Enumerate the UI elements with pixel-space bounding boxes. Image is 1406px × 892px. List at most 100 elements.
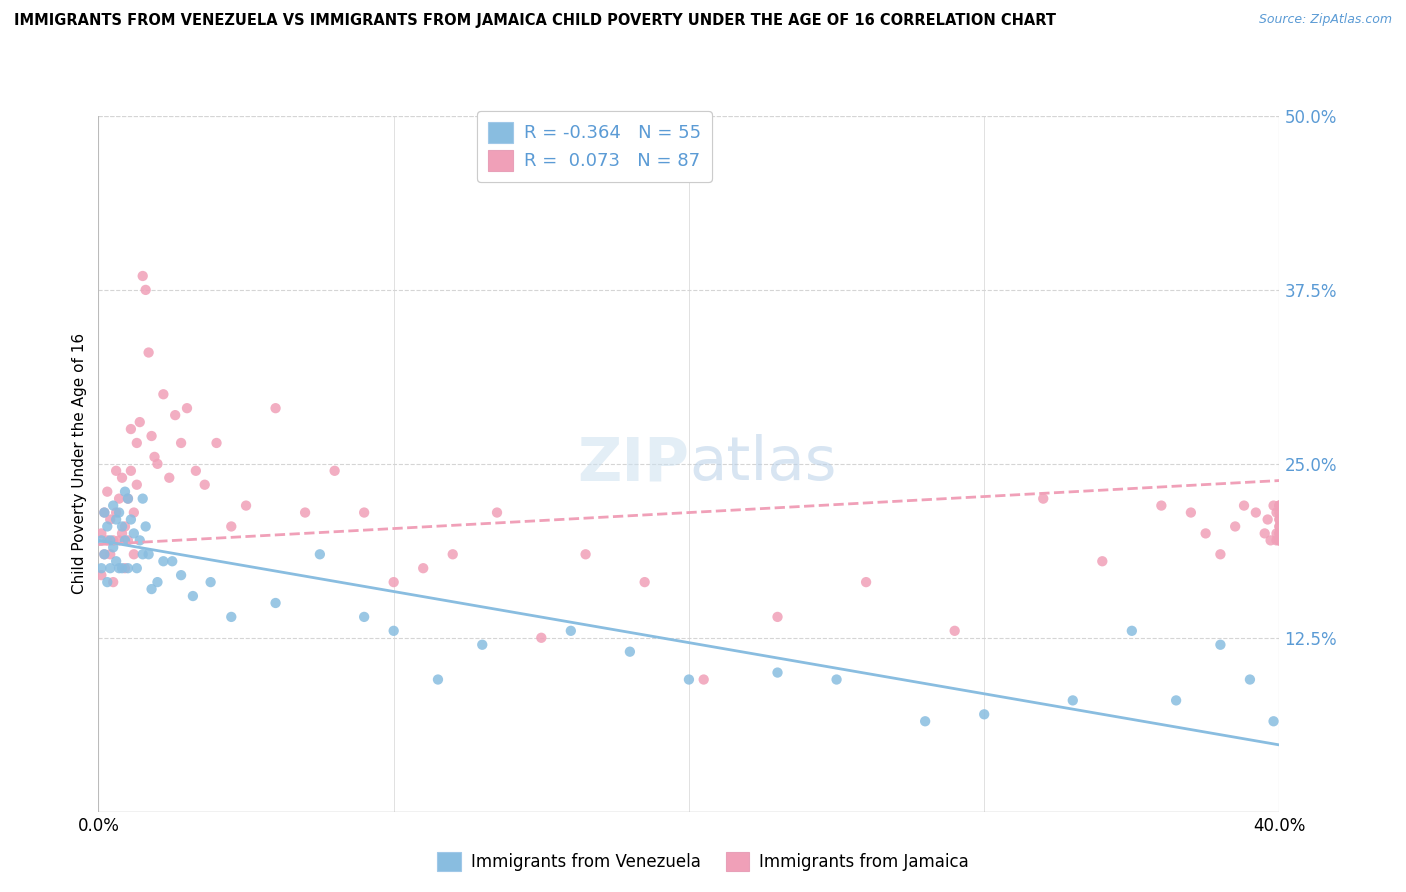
Point [96, 484, 118, 499]
Point [128, 415, 150, 429]
Point [103, 575, 125, 590]
Point [914, 714, 936, 729]
Point [412, 561, 434, 575]
Point [108, 533, 131, 548]
Text: Source: ZipAtlas.com: Source: ZipAtlas.com [1258, 13, 1392, 27]
Point [943, 624, 966, 638]
Point [117, 491, 139, 506]
Point [1268, 533, 1291, 548]
Point [152, 387, 174, 401]
Point [1244, 506, 1267, 520]
Point [98, 512, 121, 526]
Point [184, 464, 207, 478]
Point [633, 575, 655, 590]
Point [98, 533, 121, 548]
Point [105, 506, 128, 520]
Point [170, 568, 193, 582]
Point [90, 561, 112, 575]
Point [323, 464, 346, 478]
Point [103, 533, 125, 548]
Point [170, 436, 193, 450]
Point [93, 547, 115, 561]
Point [1209, 547, 1232, 561]
Point [114, 533, 136, 548]
Point [146, 575, 169, 590]
Point [1209, 638, 1232, 652]
Point [353, 506, 375, 520]
Point [117, 533, 139, 548]
Point [486, 506, 509, 520]
Point [1268, 519, 1291, 533]
Point [90, 533, 112, 548]
Point [146, 457, 169, 471]
Point [294, 506, 316, 520]
Text: IMMIGRANTS FROM VENEZUELA VS IMMIGRANTS FROM JAMAICA CHILD POVERTY UNDER THE AGE: IMMIGRANTS FROM VENEZUELA VS IMMIGRANTS … [14, 13, 1056, 29]
Point [90, 568, 112, 582]
Point [132, 491, 155, 506]
Point [105, 554, 128, 568]
Point [143, 450, 166, 464]
Point [1260, 533, 1282, 548]
Point [138, 547, 160, 561]
Point [530, 631, 553, 645]
Point [264, 596, 287, 610]
Legend: R = -0.364   N = 55, R =  0.073   N = 87: R = -0.364 N = 55, R = 0.073 N = 87 [477, 112, 711, 182]
Point [1164, 693, 1187, 707]
Point [122, 526, 145, 541]
Point [117, 491, 139, 506]
Point [1265, 533, 1288, 548]
Point [120, 422, 142, 436]
Point [111, 526, 134, 541]
Point [157, 471, 180, 485]
Legend: Immigrants from Venezuela, Immigrants from Jamaica: Immigrants from Venezuela, Immigrants fr… [429, 843, 977, 880]
Point [138, 345, 160, 359]
Text: ZIP: ZIP [576, 434, 689, 493]
Point [108, 491, 131, 506]
Point [1062, 693, 1084, 707]
Point [111, 561, 134, 575]
Point [165, 408, 187, 422]
Point [1239, 673, 1261, 687]
Text: atlas: atlas [689, 434, 837, 493]
Point [619, 645, 641, 659]
Point [108, 506, 131, 520]
Point [103, 499, 125, 513]
Point [353, 610, 375, 624]
Point [125, 436, 148, 450]
Point [200, 575, 222, 590]
Point [162, 554, 183, 568]
Point [120, 464, 142, 478]
Point [766, 665, 789, 680]
Point [1121, 624, 1143, 638]
Point [219, 610, 242, 624]
Point [181, 589, 204, 603]
Point [1195, 526, 1218, 541]
Point [93, 547, 115, 561]
Point [1223, 519, 1246, 533]
Point [93, 506, 115, 520]
Point [1268, 526, 1291, 541]
Point [1268, 533, 1291, 548]
Point [125, 561, 148, 575]
Point [1150, 499, 1173, 513]
Point [235, 499, 257, 513]
Point [1268, 533, 1291, 548]
Point [135, 283, 157, 297]
Point [471, 638, 494, 652]
Point [125, 477, 148, 491]
Point [574, 547, 596, 561]
Point [1265, 526, 1288, 541]
Point [1268, 512, 1291, 526]
Point [1091, 554, 1114, 568]
Point [693, 673, 716, 687]
Point [90, 526, 112, 541]
Point [382, 575, 405, 590]
Point [114, 484, 136, 499]
Point [96, 533, 118, 548]
Point [264, 401, 287, 416]
Point [441, 547, 464, 561]
Point [120, 512, 142, 526]
Point [141, 429, 163, 443]
Point [855, 575, 877, 590]
Point [128, 533, 150, 548]
